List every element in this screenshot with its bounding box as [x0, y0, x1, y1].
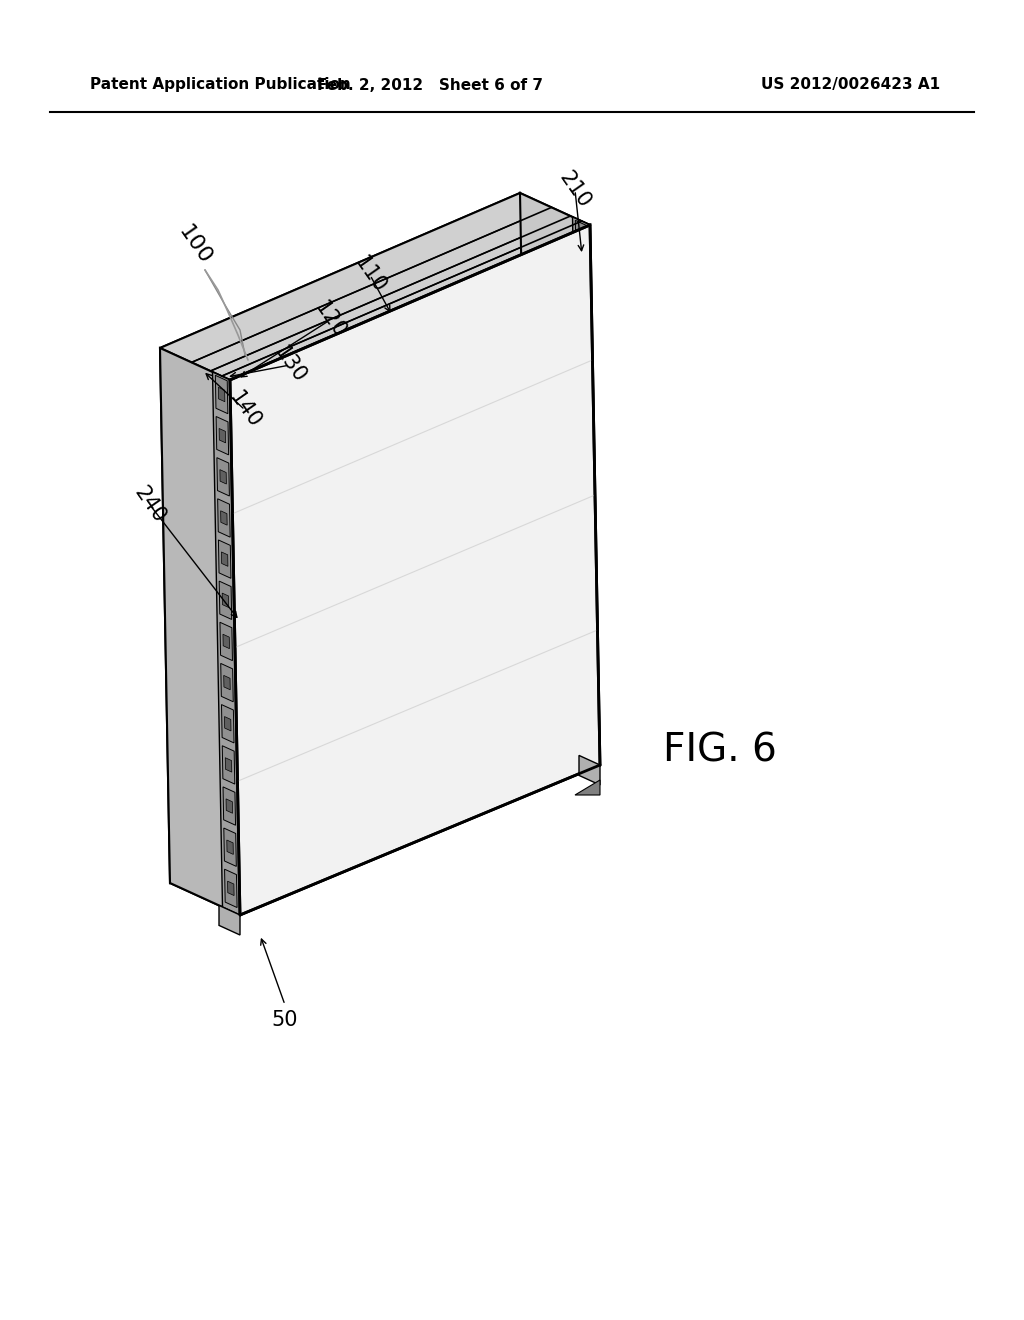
Polygon shape	[218, 387, 225, 401]
Polygon shape	[588, 731, 594, 746]
Polygon shape	[223, 634, 229, 648]
Polygon shape	[218, 499, 230, 537]
Polygon shape	[217, 458, 229, 496]
Polygon shape	[221, 705, 234, 743]
Polygon shape	[220, 511, 227, 525]
Text: 50: 50	[271, 1010, 298, 1030]
Polygon shape	[577, 304, 590, 342]
Polygon shape	[584, 523, 590, 537]
Polygon shape	[218, 540, 231, 578]
Polygon shape	[227, 882, 234, 895]
Text: Feb. 2, 2012   Sheet 6 of 7: Feb. 2, 2012 Sheet 6 of 7	[317, 78, 543, 92]
Polygon shape	[583, 636, 596, 675]
Text: 140: 140	[225, 388, 264, 432]
Polygon shape	[216, 417, 228, 455]
Polygon shape	[160, 193, 590, 380]
Polygon shape	[215, 375, 228, 413]
Text: 210: 210	[555, 168, 595, 213]
Polygon shape	[160, 348, 240, 915]
Polygon shape	[585, 565, 591, 579]
Polygon shape	[219, 429, 225, 444]
Polygon shape	[578, 345, 590, 384]
Polygon shape	[579, 232, 585, 247]
Polygon shape	[575, 220, 588, 259]
Polygon shape	[220, 622, 232, 660]
Polygon shape	[584, 677, 596, 715]
Text: 130: 130	[270, 343, 309, 387]
Polygon shape	[582, 553, 594, 591]
Polygon shape	[230, 224, 600, 915]
Polygon shape	[580, 428, 592, 467]
Polygon shape	[577, 261, 589, 301]
Text: Patent Application Publication: Patent Application Publication	[90, 78, 351, 92]
Polygon shape	[572, 216, 600, 766]
Polygon shape	[581, 511, 593, 550]
Polygon shape	[170, 733, 600, 915]
Polygon shape	[579, 387, 591, 425]
Text: 100: 100	[174, 222, 215, 268]
Polygon shape	[222, 593, 228, 607]
Polygon shape	[223, 787, 236, 825]
Polygon shape	[222, 746, 234, 784]
Polygon shape	[575, 780, 600, 795]
Polygon shape	[583, 440, 589, 454]
Polygon shape	[226, 840, 233, 854]
Polygon shape	[579, 755, 600, 785]
Polygon shape	[587, 689, 593, 704]
Polygon shape	[226, 799, 232, 813]
Polygon shape	[520, 193, 600, 766]
Text: 120: 120	[310, 298, 349, 342]
Polygon shape	[583, 594, 595, 632]
Polygon shape	[583, 482, 590, 496]
Polygon shape	[586, 606, 592, 620]
Polygon shape	[580, 315, 587, 330]
Text: 240: 240	[130, 483, 170, 527]
Polygon shape	[224, 869, 238, 908]
Text: US 2012/0026423 A1: US 2012/0026423 A1	[761, 78, 940, 92]
Polygon shape	[213, 372, 240, 915]
Polygon shape	[225, 758, 231, 772]
Polygon shape	[219, 906, 240, 935]
Polygon shape	[223, 676, 230, 690]
Polygon shape	[224, 717, 231, 731]
Polygon shape	[585, 719, 597, 758]
Polygon shape	[221, 664, 233, 702]
Polygon shape	[219, 581, 231, 619]
Polygon shape	[220, 470, 226, 484]
Polygon shape	[221, 552, 228, 566]
Polygon shape	[581, 356, 587, 371]
Polygon shape	[224, 828, 237, 866]
Polygon shape	[582, 399, 588, 413]
Polygon shape	[580, 470, 593, 508]
Polygon shape	[160, 193, 530, 883]
Text: FIG. 6: FIG. 6	[664, 731, 777, 770]
Polygon shape	[580, 275, 586, 289]
Text: 110: 110	[350, 253, 389, 297]
Polygon shape	[586, 648, 593, 663]
